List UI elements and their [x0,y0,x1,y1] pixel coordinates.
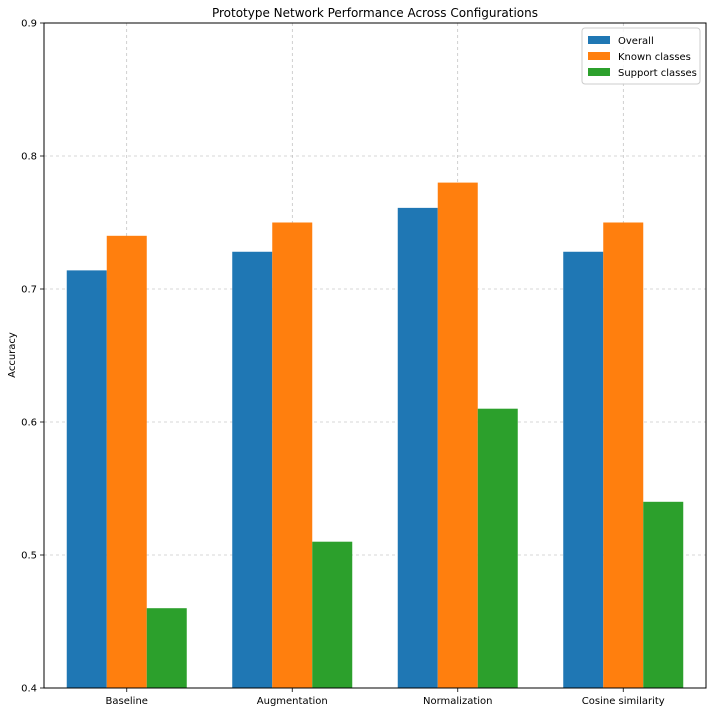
y-tick-label: 0.8 [21,152,37,163]
legend-label: Overall [618,36,654,47]
x-tick-label: Normalization [423,696,493,707]
y-axis-label: Accuracy [7,332,18,378]
bar-known-classes [272,222,313,688]
legend-swatch [588,68,610,76]
legend-box [581,27,701,85]
bar-support-classes [146,608,187,688]
x-tick-label: Augmentation [257,696,328,707]
bar-known-classes [603,222,644,688]
y-tick-label: 0.5 [21,551,37,562]
plot-frame [43,22,707,689]
bar-known-classes [106,235,147,689]
legend: Overall Known classes Support classes [581,27,701,85]
y-tick-label: 0.4 [21,684,37,695]
y-tick-label: 0.9 [21,19,37,30]
bars [66,182,684,689]
bar-overall [397,207,438,688]
y-tick-label: 0.6 [21,418,37,429]
bar-overall [232,251,273,688]
legend-label: Support classes [618,68,697,79]
legend-swatch [588,52,610,60]
bar-overall [66,270,107,688]
y-tick-label: 0.7 [21,285,37,296]
x-tick-label: Cosine similarity [582,696,665,707]
legend-swatch [588,36,610,44]
x-tick-label: Baseline [106,696,148,707]
bar-overall [563,251,604,688]
legend-label: Known classes [618,52,691,63]
bar-support-classes [643,501,684,688]
bar-support-classes [477,408,518,688]
bar-known-classes [437,182,478,688]
chart-title: Prototype Network Performance Across Con… [212,6,538,20]
bar-support-classes [312,541,353,688]
ticks: 0.4 0.5 0.6 0.7 0.8 0.9 Baseline Augmentation No… [21,19,665,708]
